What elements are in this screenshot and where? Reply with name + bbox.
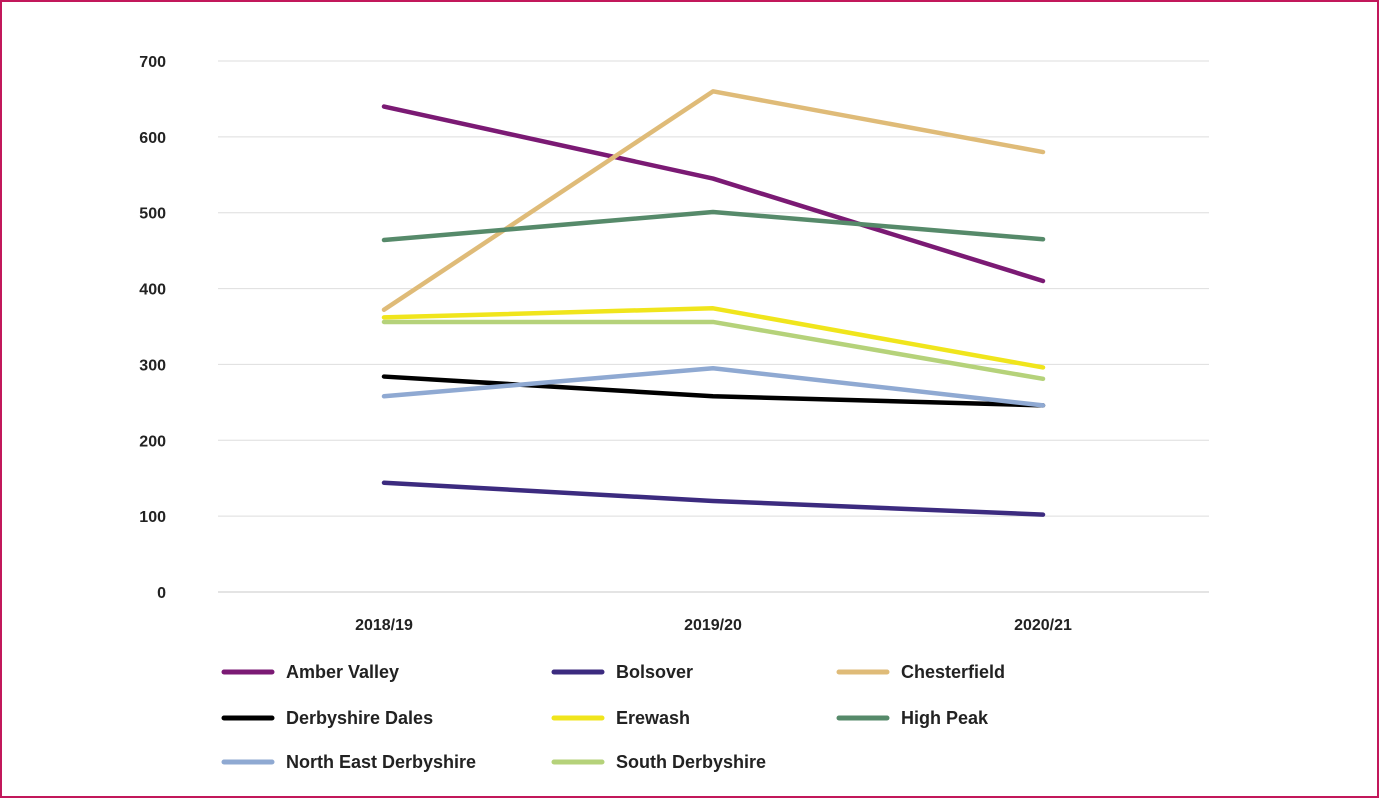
y-tick-label: 100 [139,509,166,526]
series-line-derbyshire-dales [381,374,1046,408]
x-axis-ticks: 2018/19 2019/20 2020/21 [355,617,1072,634]
legend-item: South Derbyshire [551,752,766,772]
series-line-erewash [381,306,1046,370]
y-tick-label: 400 [139,282,166,299]
legend-label: Erewash [616,708,690,728]
y-tick-label: 500 [139,206,166,223]
series-line-bolsover [381,480,1046,517]
series-line-north-east-derbyshire [381,365,1046,408]
legend-item: North East Derbyshire [221,752,476,772]
legend-label: Derbyshire Dales [286,708,433,728]
series-line-high-peak [381,209,1046,243]
x-tick-label: 2018/19 [355,617,413,634]
legend: Amber Valley Bolsover Chesterfield Derbyshi… [221,662,1005,772]
y-tick-label: 200 [139,433,166,450]
series-lines [381,89,1046,517]
legend-label: High Peak [901,708,989,728]
x-tick-label: 2019/20 [684,617,742,634]
legend-label: South Derbyshire [616,752,766,772]
legend-item: High Peak [836,708,989,728]
series-line-south-derbyshire [381,319,1046,382]
y-tick-label: 700 [139,54,166,71]
legend-item: Bolsover [551,662,693,682]
legend-item: Chesterfield [836,662,1005,682]
legend-label: Amber Valley [286,662,399,682]
grid-lines [218,60,1209,593]
series-line-chesterfield [381,89,1046,313]
legend-item: Amber Valley [221,662,399,682]
y-axis-ticks: 0 100 200 300 400 500 600 700 [139,54,166,602]
y-tick-label: 0 [157,585,166,602]
x-tick-label: 2020/21 [1014,617,1072,634]
legend-item: Erewash [551,708,690,728]
legend-label: Bolsover [616,662,693,682]
y-tick-label: 300 [139,357,166,374]
legend-label: North East Derbyshire [286,752,476,772]
series-line-amber-valley [381,104,1046,284]
legend-item: Derbyshire Dales [221,708,433,728]
y-tick-label: 600 [139,130,166,147]
legend-label: Chesterfield [901,662,1005,682]
